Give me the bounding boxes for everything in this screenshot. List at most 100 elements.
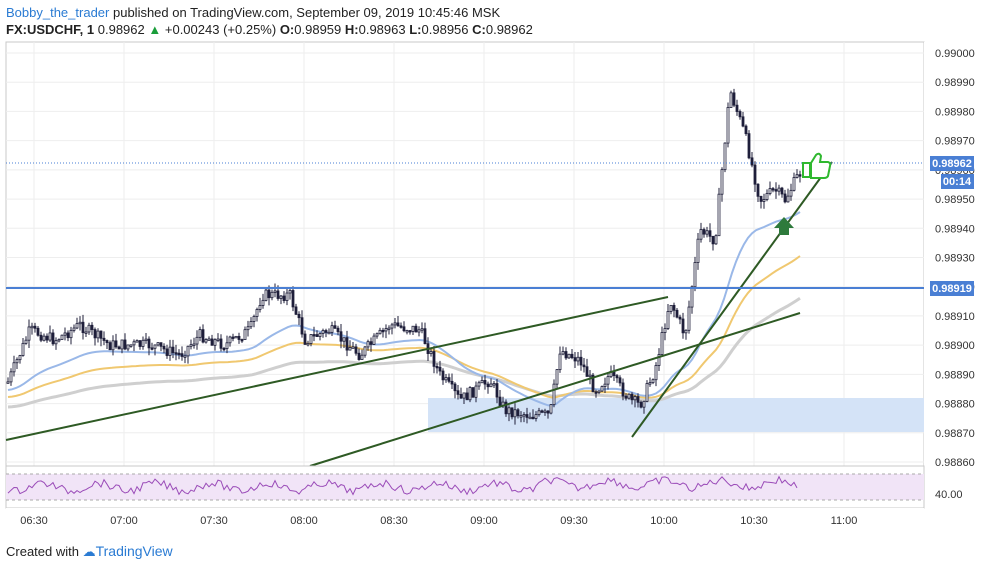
- candle-body: [183, 355, 187, 358]
- candle-body: [771, 188, 775, 191]
- candle-body: [237, 335, 241, 340]
- candle-body: [27, 326, 31, 341]
- candle-body: [750, 157, 754, 166]
- candle-body: [327, 331, 331, 335]
- tradingview-brand[interactable]: TradingView: [95, 543, 173, 559]
- candle-body: [729, 92, 733, 108]
- moving-averages: [7, 211, 801, 409]
- candle-body: [690, 286, 694, 308]
- candle-body: [714, 235, 718, 245]
- candle-body: [711, 235, 715, 245]
- candle-body: [294, 306, 298, 315]
- candle-body: [93, 329, 97, 339]
- svg-text:0.98919: 0.98919: [932, 283, 972, 295]
- candle-body: [159, 342, 163, 347]
- grid: [6, 42, 924, 508]
- price-change: +0.00243 (+0.25%): [164, 22, 277, 37]
- candle-body: [81, 321, 85, 334]
- candle-body: [222, 347, 226, 351]
- candle-body: [351, 346, 355, 349]
- candle-body: [216, 338, 220, 341]
- svg-text:00:14: 00:14: [943, 176, 972, 188]
- candle-body: [387, 327, 391, 330]
- candle-body: [684, 329, 688, 334]
- author-link[interactable]: Bobby_the_trader: [6, 5, 110, 20]
- candle-body: [18, 355, 22, 361]
- candle-body: [621, 382, 625, 397]
- candle-body: [438, 366, 442, 372]
- candle-body: [717, 193, 721, 237]
- trendline[interactable]: [5, 296, 669, 441]
- candle-body: [21, 342, 25, 356]
- candle-body: [720, 169, 724, 195]
- candle-body: [537, 410, 541, 416]
- candle-body: [486, 383, 490, 388]
- candle-body: [105, 340, 109, 344]
- candle-body: [225, 342, 229, 349]
- time-tick-label: 07:00: [110, 515, 138, 527]
- candle-body: [618, 377, 622, 384]
- last-price: 0.98962: [97, 22, 145, 37]
- candle-body: [786, 195, 790, 203]
- candle-body: [603, 383, 607, 387]
- candle-body: [429, 351, 433, 354]
- candle-body: [252, 316, 256, 322]
- price-axis[interactable]: [924, 42, 988, 466]
- trendline[interactable]: [309, 312, 801, 467]
- candle-body: [153, 344, 157, 349]
- candle-body: [789, 189, 793, 197]
- candle-body: [312, 334, 316, 337]
- candle-body: [573, 357, 577, 362]
- candle-body: [57, 339, 61, 342]
- candle-body: [558, 353, 562, 371]
- countdown-badge: 00:14: [941, 174, 974, 189]
- low-value: 0.98956: [421, 22, 469, 37]
- candle-body: [72, 327, 76, 331]
- candle-body: [84, 331, 88, 334]
- candle-body: [345, 337, 349, 351]
- time-axis-ticks: 06:30 07:00 07:30 08:00 08:30 09:00 09:30 10:00…: [20, 515, 857, 527]
- candle-body: [261, 299, 265, 306]
- candle-body: [441, 370, 445, 381]
- time-axis[interactable]: [6, 508, 924, 532]
- candle-body: [264, 289, 268, 301]
- candle-body: [45, 335, 49, 341]
- candle-body: [15, 359, 19, 364]
- time-tick-label: 08:00: [290, 515, 318, 527]
- price-tick-label: 0.98890: [935, 369, 975, 381]
- candle-body: [795, 174, 799, 178]
- candle-body: [417, 329, 421, 333]
- candle-body: [768, 188, 772, 194]
- price-tick-label: 0.98970: [935, 136, 975, 148]
- time-tick-label: 10:30: [740, 515, 768, 527]
- candle-body: [306, 343, 310, 346]
- candle-body: [783, 193, 787, 203]
- candle-body: [186, 345, 190, 357]
- candle-body: [177, 352, 181, 356]
- candle-body: [669, 304, 673, 312]
- candle-body: [513, 409, 517, 418]
- candle-body: [324, 330, 328, 333]
- tradingview-logo-icon: ☁: [82, 544, 96, 559]
- candle-body: [75, 323, 79, 329]
- candle-body: [531, 416, 535, 420]
- candle-body: [378, 329, 382, 335]
- symbol-name[interactable]: FX:USDCHF, 1: [6, 22, 95, 37]
- candle-body: [564, 351, 568, 359]
- candle-body: [114, 340, 118, 348]
- candle-body: [741, 116, 745, 127]
- candle-body: [498, 396, 502, 407]
- time-tick-label: 10:00: [650, 515, 678, 527]
- candle-body: [774, 189, 778, 192]
- candle-body: [393, 322, 397, 326]
- trendline[interactable]: [631, 161, 833, 438]
- published-text: published on TradingView.com, September …: [112, 5, 501, 20]
- price-axis-ticks: 0.990000.989900.989800.989700.989600.989…: [935, 48, 975, 469]
- candle-body: [288, 290, 292, 294]
- candle-body: [423, 328, 427, 345]
- rsi-band: [6, 474, 924, 500]
- candle-body: [744, 125, 748, 135]
- candle-body: [645, 383, 649, 402]
- candle-body: [201, 329, 205, 343]
